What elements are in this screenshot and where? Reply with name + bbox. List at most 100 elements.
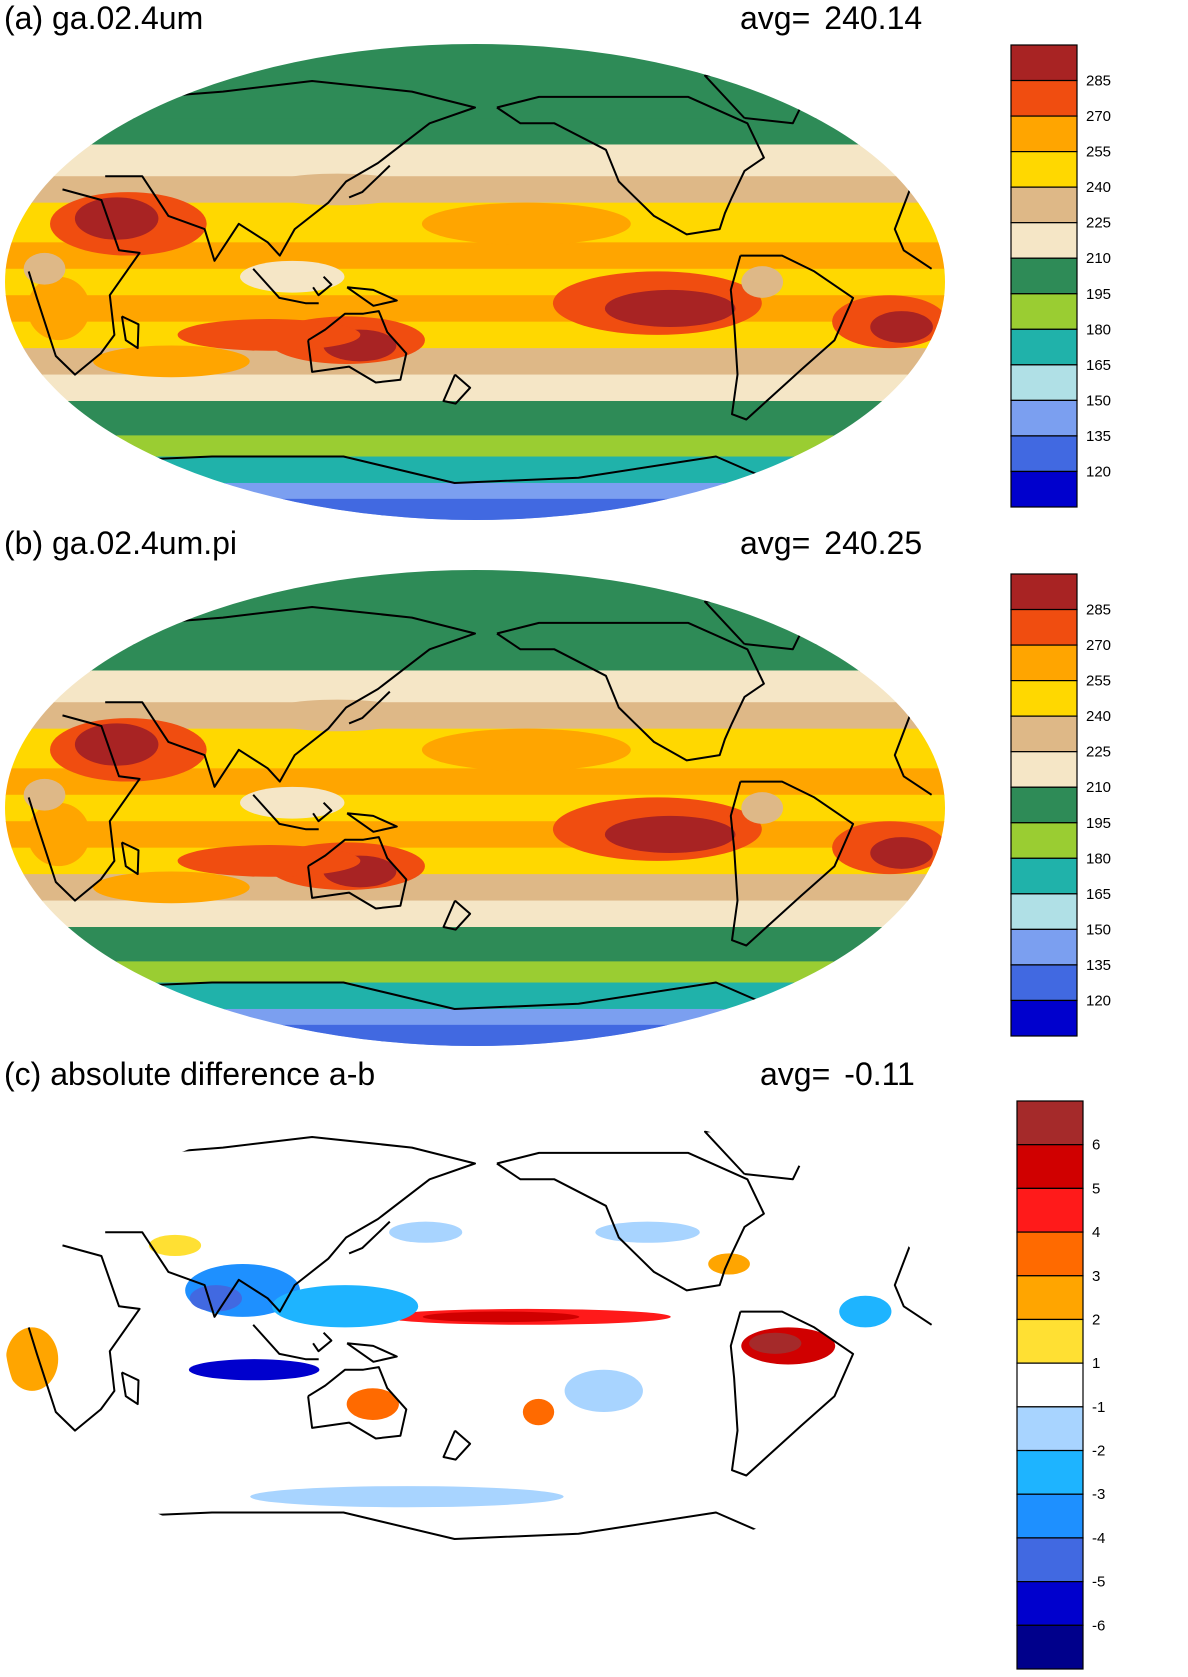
avg-label: avg= bbox=[760, 1056, 831, 1092]
coastline bbox=[729, 780, 855, 947]
coastline bbox=[496, 95, 765, 236]
field-blob bbox=[74, 197, 159, 240]
colorbar-swatch bbox=[1010, 999, 1078, 1037]
field-blob bbox=[177, 845, 361, 877]
colorbar-tick-label: 285 bbox=[1086, 602, 1111, 619]
colorbar-c: 6 5 4 3 2 1 -1 -2 -3 -4 -5 -6 bbox=[1016, 1100, 1105, 1670]
colorbar-swatch bbox=[1010, 293, 1078, 330]
avg-label: avg= bbox=[740, 0, 811, 36]
latitude-band bbox=[5, 144, 945, 178]
colorbar-swatch bbox=[1010, 822, 1078, 859]
coastline bbox=[729, 1310, 855, 1477]
colorbar-swatch bbox=[1016, 1275, 1084, 1321]
coastline bbox=[120, 315, 140, 350]
colorbar-tick-label: -4 bbox=[1092, 1530, 1105, 1547]
latitude-band bbox=[5, 435, 945, 458]
field-blob bbox=[74, 723, 159, 766]
field-blob bbox=[188, 1359, 320, 1381]
coastline bbox=[312, 275, 333, 297]
colorbar-tick-label: 5 bbox=[1092, 1180, 1100, 1197]
colorbar-b: 285 270 255 240 225 210 195 180 165 150 135 120 bbox=[1010, 573, 1111, 1037]
latitude-band bbox=[5, 961, 945, 984]
colorbar-tick-label: 2 bbox=[1092, 1311, 1100, 1328]
field-blob bbox=[595, 1221, 700, 1243]
coastline bbox=[120, 1371, 140, 1406]
colorbar-tick-label: 135 bbox=[1086, 957, 1111, 974]
colorbar-tick-label: 240 bbox=[1086, 708, 1111, 725]
colorbar-tick-label: -2 bbox=[1092, 1443, 1105, 1460]
colorbar-tick-label: -6 bbox=[1092, 1617, 1105, 1634]
colorbar-tick-label: -1 bbox=[1092, 1399, 1105, 1416]
field-blob bbox=[421, 728, 631, 771]
colorbar-tick-label: 150 bbox=[1086, 392, 1111, 409]
colorbar-swatch bbox=[1016, 1318, 1084, 1364]
coastline bbox=[348, 690, 391, 725]
colorbar-tick-label: 210 bbox=[1086, 250, 1111, 267]
field-blob bbox=[422, 1311, 580, 1323]
field-blob bbox=[839, 1295, 892, 1328]
coastline bbox=[496, 1151, 765, 1292]
coastline bbox=[442, 1429, 472, 1461]
colorbar-swatch bbox=[1010, 151, 1078, 188]
avg-value: 240.25 bbox=[824, 525, 923, 561]
coastline bbox=[307, 836, 408, 910]
colorbar-swatch bbox=[1016, 1537, 1084, 1583]
coastline bbox=[442, 373, 472, 405]
field-blob bbox=[93, 871, 250, 904]
colorbar-swatch bbox=[1010, 893, 1078, 930]
latitude-band bbox=[5, 847, 945, 876]
field-blob bbox=[23, 778, 66, 811]
colorbar-a: 285 270 255 240 225 210 195 180 165 150 135 120 bbox=[1010, 44, 1111, 508]
colorbar-swatch bbox=[1016, 1187, 1084, 1233]
coastline bbox=[346, 812, 398, 833]
map-panel-b bbox=[5, 570, 945, 1046]
colorbar-tick-label: 1 bbox=[1092, 1355, 1100, 1372]
coastline bbox=[252, 794, 319, 831]
field-blob bbox=[604, 815, 736, 853]
latitude-band bbox=[5, 670, 945, 704]
field-blob bbox=[741, 266, 784, 298]
colorbar-swatch bbox=[1010, 115, 1078, 153]
colorbar-swatch bbox=[1010, 715, 1078, 753]
latitude-band bbox=[5, 374, 945, 402]
coastline bbox=[27, 1244, 933, 1432]
colorbar-swatch bbox=[1010, 79, 1078, 117]
panel-title: (b) ga.02.4um.pi bbox=[4, 525, 238, 561]
latitude-band bbox=[5, 321, 945, 350]
panel-title: (c) absolute difference a-b bbox=[4, 1056, 376, 1092]
coastline bbox=[312, 801, 333, 823]
colorbar-tick-label: 120 bbox=[1086, 463, 1111, 480]
field-blob bbox=[522, 1398, 555, 1426]
avg-value: -0.11 bbox=[844, 1056, 915, 1092]
coastline bbox=[120, 841, 140, 876]
colorbar-swatch bbox=[1010, 644, 1078, 682]
colorbar-tick-label: -3 bbox=[1092, 1486, 1105, 1503]
avg-readout: avg= 240.14 bbox=[740, 2, 922, 34]
colorbar-swatch bbox=[1010, 608, 1078, 646]
colorbar-swatch bbox=[1010, 470, 1078, 508]
colorbar-swatch bbox=[1010, 751, 1078, 788]
field-blob bbox=[93, 345, 250, 378]
latitude-band bbox=[5, 794, 945, 823]
colorbar-swatch bbox=[1016, 1144, 1084, 1189]
field-blob bbox=[148, 1234, 202, 1257]
field-blob bbox=[5, 1327, 59, 1391]
field-blob bbox=[27, 276, 90, 341]
coastline bbox=[312, 1331, 333, 1353]
coastline bbox=[27, 714, 933, 902]
field-blob bbox=[259, 173, 416, 206]
colorbar-swatch bbox=[1016, 1581, 1084, 1626]
coastline bbox=[307, 310, 408, 384]
field-blob bbox=[271, 1285, 419, 1328]
colorbar-swatch bbox=[1010, 257, 1078, 295]
field-blob bbox=[708, 1253, 750, 1275]
latitude-band bbox=[5, 900, 945, 928]
colorbar-tick-label: 165 bbox=[1086, 357, 1111, 374]
antarctic-band bbox=[5, 498, 945, 520]
field-blob bbox=[189, 1285, 243, 1312]
field-blob bbox=[741, 792, 784, 824]
colorbar-swatch bbox=[1016, 1406, 1084, 1452]
field-blob bbox=[870, 311, 933, 343]
field-blob bbox=[27, 802, 90, 867]
colorbar-swatch bbox=[1016, 1493, 1084, 1539]
